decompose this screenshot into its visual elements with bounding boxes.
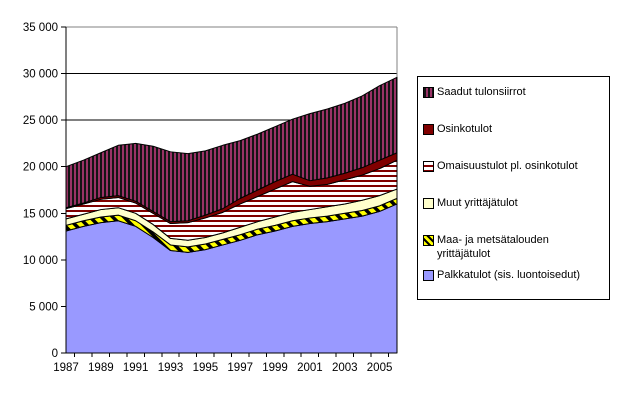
legend-label: Muut yrittäjätulot — [437, 197, 518, 209]
area-series-group — [65, 76, 398, 354]
y-axis-tick-label: 20 000 — [23, 162, 58, 174]
y-axis-tick-label: 0 — [52, 348, 58, 360]
y-axis-tick-label: 15 000 — [23, 208, 58, 220]
x-axis-tick-label: 1987 — [53, 362, 79, 374]
x-axis-tick-label: 1991 — [123, 362, 149, 374]
legend-label: Maa- ja metsätalouden yrittäjätulot — [437, 234, 549, 260]
legend-swatch-palkkatulot-sis-luontoisedut-icon — [423, 270, 434, 281]
legend-item-palkkatulot-sis-luontoisedut: Palkkatulot (sis. luontoisedut) — [423, 268, 605, 282]
legend-swatch-muut-yritt-j-tulot-icon — [423, 198, 434, 209]
legend-swatch-saadut-tulonsiirrot-icon — [423, 87, 434, 98]
legend-item-muut-yritt-j-tulot: Muut yrittäjätulot — [423, 196, 605, 210]
x-axis-tick-label: 1993 — [158, 362, 184, 374]
y-axis-tick-label: 35 000 — [23, 22, 58, 34]
legend: Saadut tulonsiirrot Osinkotulot Omaisuustu… — [417, 76, 610, 300]
x-axis-tick-label: 1997 — [227, 362, 253, 374]
legend-item-omaisuustulot-pl-osinkotulot: Omaisuustulot pl. osinkotulot — [423, 159, 605, 173]
y-axis-tick-label: 25 000 — [23, 115, 58, 127]
legend-item-osinkotulot: Osinkotulot — [423, 122, 605, 136]
area-series-saadut-tulonsiirrot — [65, 76, 398, 223]
x-axis-tick-label: 1995 — [193, 362, 219, 374]
legend-label: Osinkotulot — [437, 123, 493, 135]
x-axis-tick-label: 2001 — [297, 362, 323, 374]
axes — [61, 26, 397, 357]
legend-item-maa-ja-mets-talouden-yritt-j-tulot: Maa- ja metsätalouden yrittäjätulot — [423, 233, 605, 261]
legend-label: Omaisuustulot pl. osinkotulot — [437, 160, 578, 172]
legend-item-saadut-tulonsiirrot: Saadut tulonsiirrot — [423, 85, 605, 99]
x-axis-tick-label: 1989 — [88, 362, 114, 374]
legend-swatch-omaisuustulot-pl-osinkotulot-icon — [423, 161, 434, 172]
legend-label: Saadut tulonsiirrot — [437, 86, 526, 98]
y-axis-tick-label: 10 000 — [23, 255, 58, 267]
x-axis-tick-label: 2003 — [332, 362, 358, 374]
legend-label: Palkkatulot (sis. luontoisedut) — [437, 269, 581, 281]
x-axis-tick-label: 1999 — [262, 362, 288, 374]
y-axis-tick-label: 30 000 — [23, 69, 58, 81]
legend-swatch-maa-ja-mets-talouden-yritt-j-tulot-icon — [423, 235, 434, 246]
x-axis-tick-label: 2005 — [367, 362, 393, 374]
y-axis-tick-label: 5 000 — [29, 301, 58, 313]
legend-swatch-osinkotulot-icon — [423, 124, 434, 135]
